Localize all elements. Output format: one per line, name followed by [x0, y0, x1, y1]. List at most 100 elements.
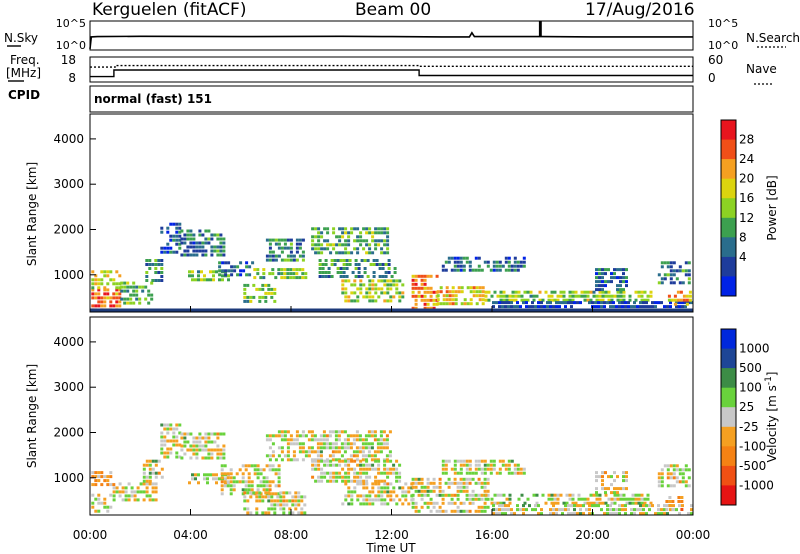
- heat-cell: [672, 269, 676, 273]
- heat-cell: [678, 512, 681, 516]
- heat-cell: [126, 281, 130, 285]
- heat-cell: [504, 305, 507, 309]
- heat-cell: [423, 294, 427, 298]
- heat-cell: [666, 464, 670, 468]
- heat-cell: [380, 502, 384, 506]
- heat-cell: [577, 497, 581, 501]
- heat-cell: [384, 271, 388, 274]
- heat-cell: [298, 246, 302, 250]
- heat-cell: [507, 301, 510, 305]
- heat-cell: [350, 490, 354, 494]
- heat-cell: [326, 231, 330, 235]
- heat-cell: [480, 505, 484, 509]
- heat-cell: [344, 299, 348, 303]
- heat-cell: [573, 301, 576, 305]
- heat-cell: [592, 294, 596, 298]
- heat-cell: [97, 471, 101, 475]
- heat-cell: [350, 479, 354, 483]
- heat-cell: [322, 434, 326, 438]
- heat-cell: [169, 222, 173, 226]
- heat-cell: [465, 260, 469, 264]
- heat-cell: [603, 305, 606, 309]
- heat-cell: [516, 260, 520, 264]
- heat-cell: [442, 302, 446, 306]
- heat-cell: [612, 301, 615, 305]
- heat-cell: [392, 498, 396, 502]
- heat-cell: [465, 481, 469, 485]
- heat-cell: [320, 467, 324, 471]
- heat-cell: [462, 489, 466, 493]
- heat-cell: [465, 467, 469, 471]
- heat-cell: [341, 475, 345, 479]
- heat-cell: [157, 279, 161, 282]
- heat-cell: [447, 477, 451, 481]
- heat-cell: [580, 497, 584, 501]
- heat-cell: [616, 276, 619, 280]
- heat-cell: [365, 475, 369, 479]
- heat-cell: [142, 471, 146, 475]
- heat-cell: [115, 490, 119, 494]
- heat-cell: [628, 294, 632, 298]
- heat-cell: [207, 436, 211, 440]
- heat-cell: [468, 497, 472, 501]
- heat-cell: [301, 442, 305, 446]
- heat-cell: [522, 504, 525, 508]
- heat-cell: [383, 467, 387, 471]
- heat-cell: [353, 283, 357, 287]
- heat-cell: [189, 229, 193, 233]
- heat-cell: [465, 459, 469, 463]
- heat-cell: [610, 501, 614, 505]
- heat-cell: [280, 246, 284, 250]
- heat-cell: [604, 501, 608, 505]
- heat-cell: [619, 288, 622, 292]
- heat-cell: [362, 486, 366, 490]
- heat-cell: [450, 268, 454, 272]
- heat-cell: [556, 294, 560, 298]
- heat-cell: [513, 512, 516, 516]
- heat-cell: [314, 463, 318, 467]
- x-tick-label: 16:00: [475, 528, 510, 542]
- heat-cell: [625, 497, 629, 501]
- heat-cell: [398, 291, 402, 295]
- heat-cell: [242, 269, 246, 273]
- heat-cell: [209, 278, 212, 282]
- heat-cell: [687, 261, 691, 265]
- heat-cell: [300, 511, 304, 515]
- heat-cell: [383, 239, 387, 243]
- heat-cell: [262, 272, 266, 276]
- heat-cell: [445, 286, 449, 290]
- heat-cell: [198, 249, 202, 253]
- heat-cell: [568, 493, 572, 497]
- heat-cell: [316, 438, 320, 442]
- heat-cell: [531, 508, 534, 512]
- heat-cell: [553, 493, 557, 497]
- heat-cell: [106, 282, 110, 286]
- heat-cell: [365, 291, 369, 295]
- heat-cell: [645, 512, 648, 516]
- heat-cell: [420, 505, 424, 509]
- heat-cell: [687, 269, 691, 273]
- heat-cell: [532, 298, 536, 302]
- heat-cell: [353, 279, 357, 283]
- heat-cell: [529, 290, 533, 294]
- heat-cell: [166, 427, 170, 431]
- heat-cell: [426, 501, 430, 505]
- heat-cell: [334, 442, 338, 446]
- heat-cell: [600, 508, 603, 512]
- heat-cell: [271, 250, 275, 254]
- heat-cell: [271, 450, 275, 454]
- heat-cell: [380, 498, 384, 502]
- heat-cell: [178, 230, 182, 234]
- heat-cell: [613, 493, 617, 497]
- heat-cell: [382, 438, 386, 442]
- heat-cell: [525, 301, 528, 305]
- heat-cell: [109, 296, 113, 300]
- heat-cell: [172, 234, 176, 238]
- heat-cell: [368, 247, 372, 251]
- heat-cell: [241, 476, 245, 480]
- heat-cell: [627, 305, 630, 309]
- heat-cell: [383, 299, 387, 303]
- heat-cell: [377, 239, 381, 243]
- heat-cell: [363, 271, 367, 274]
